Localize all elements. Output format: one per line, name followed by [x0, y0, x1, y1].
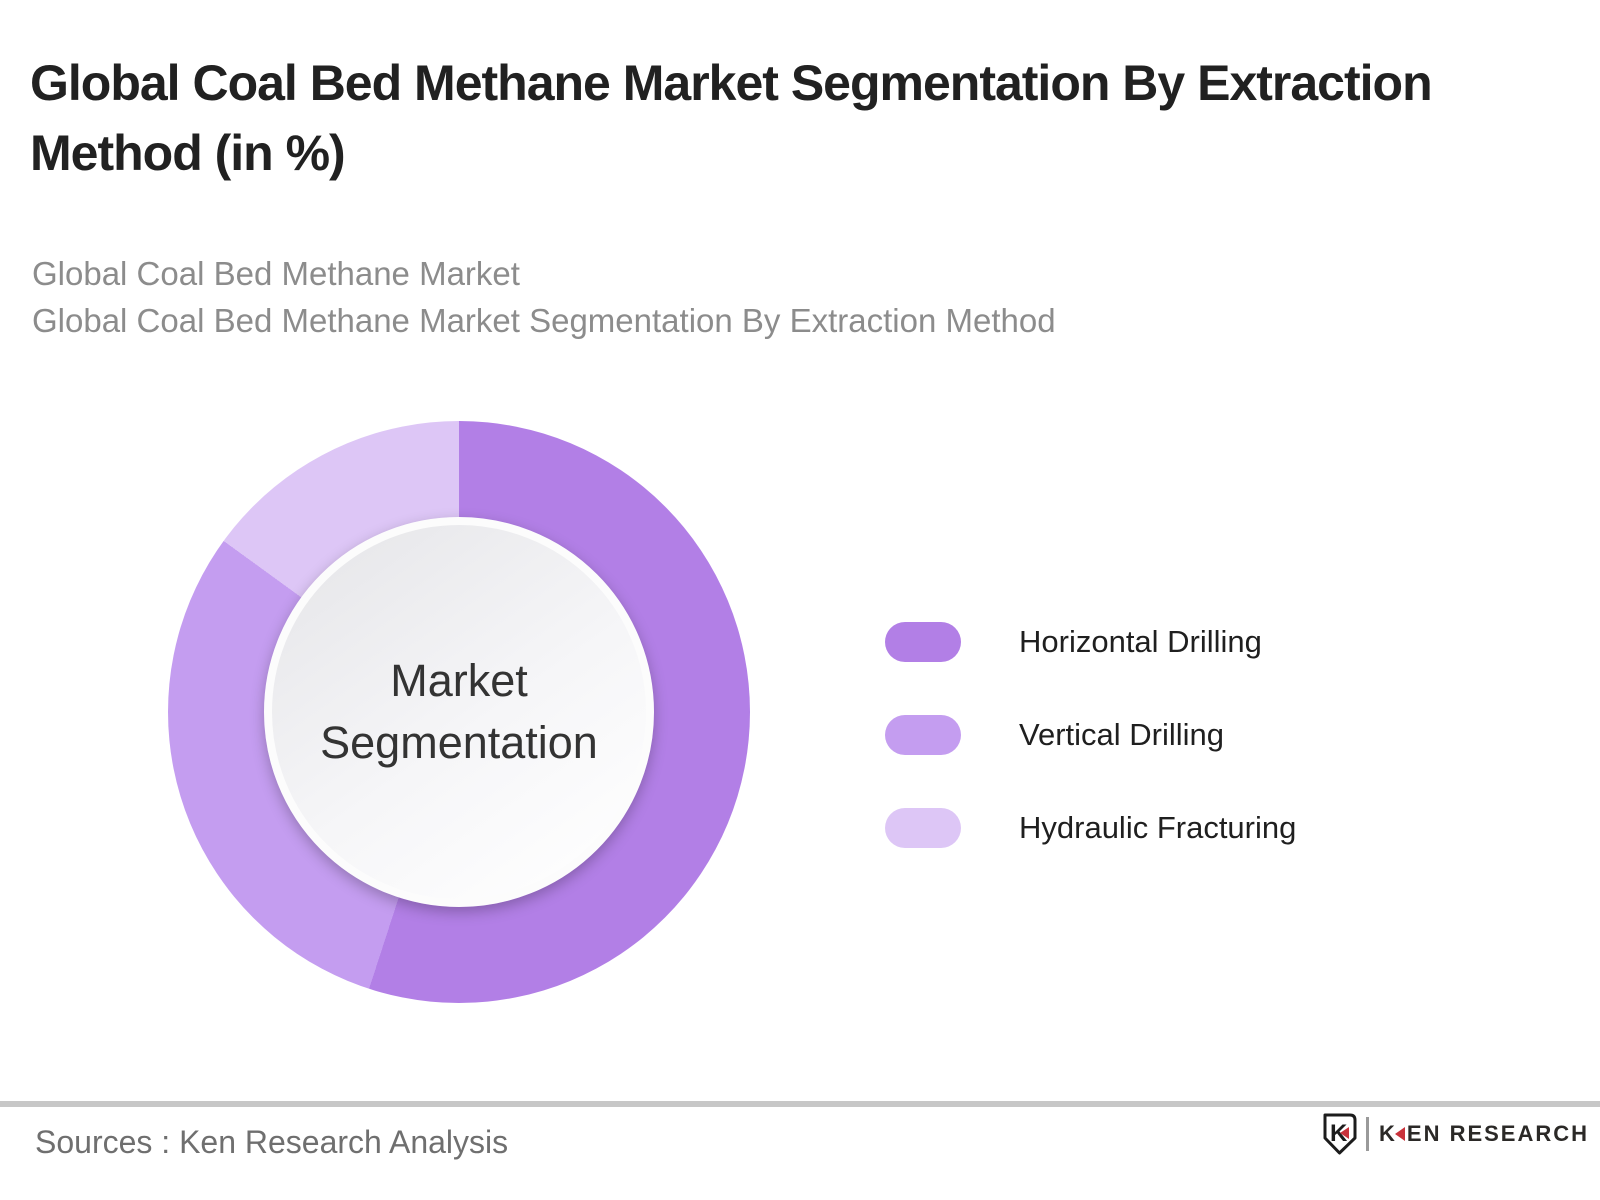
page-subtitle: Global Coal Bed Methane Market Global Co…	[32, 250, 1056, 344]
footer-divider	[0, 1101, 1600, 1107]
subtitle-line2: Global Coal Bed Methane Market Segmentat…	[32, 302, 1056, 339]
page-title-line1: Global Coal Bed Methane Market Segmentat…	[30, 55, 1433, 111]
ken-research-logo: K K EN RESEARCH	[1322, 1112, 1589, 1156]
legend-label-vertical-drilling: Vertical Drilling	[1019, 717, 1225, 752]
legend-swatch-vertical-drilling	[885, 715, 961, 755]
legend-label-hydraulic-fracturing: Hydraulic Fracturing	[1019, 810, 1297, 845]
subtitle-line1: Global Coal Bed Methane Market	[32, 255, 520, 292]
donut-center: Market Segmentation	[264, 517, 654, 907]
legend-item-vertical-drilling: Vertical Drilling	[885, 715, 1296, 755]
ken-research-wordmark: K EN RESEARCH	[1379, 1121, 1589, 1147]
legend-label-horizontal-drilling: Horizontal Drilling	[1019, 624, 1262, 659]
legend: Horizontal Drilling Vertical Drilling Hy…	[885, 622, 1296, 901]
svg-text:K: K	[1330, 1120, 1348, 1147]
legend-swatch-horizontal-drilling	[885, 622, 961, 662]
logo-red-triangle-icon	[1394, 1127, 1405, 1141]
page-title: Global Coal Bed Methane Market Segmentat…	[30, 48, 1433, 188]
page-title-line2: Method (in %)	[30, 125, 346, 181]
logo-divider	[1366, 1117, 1369, 1151]
source-text: Sources : Ken Research Analysis	[35, 1124, 509, 1160]
wordmark-k: K	[1379, 1121, 1397, 1146]
ken-research-shield-icon: K	[1323, 1113, 1357, 1155]
legend-item-hydraulic-fracturing: Hydraulic Fracturing	[885, 808, 1296, 848]
legend-item-horizontal-drilling: Horizontal Drilling	[885, 622, 1296, 662]
legend-swatch-hydraulic-fracturing	[885, 808, 961, 848]
donut-center-label: Market Segmentation	[320, 655, 598, 768]
donut-chart: Market Segmentation	[168, 421, 750, 1003]
wordmark-rest: EN RESEARCH	[1406, 1121, 1590, 1146]
